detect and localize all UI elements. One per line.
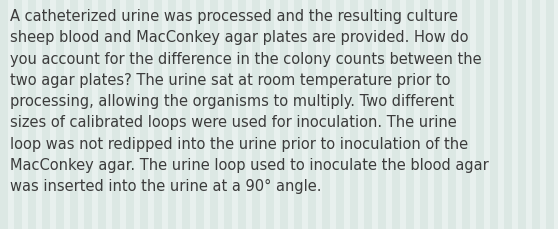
Bar <box>322 0 330 229</box>
Bar <box>238 0 246 229</box>
Bar <box>140 0 148 229</box>
Bar <box>504 0 512 229</box>
Bar <box>266 0 274 229</box>
Bar <box>392 0 400 229</box>
Bar <box>98 0 106 229</box>
Bar <box>546 0 554 229</box>
Bar <box>462 0 470 229</box>
Bar <box>476 0 484 229</box>
Bar <box>196 0 204 229</box>
Bar <box>14 0 22 229</box>
Bar <box>84 0 92 229</box>
Bar <box>336 0 344 229</box>
Bar <box>434 0 442 229</box>
Bar <box>252 0 260 229</box>
Bar <box>126 0 134 229</box>
Bar <box>210 0 218 229</box>
Bar <box>294 0 302 229</box>
Bar <box>518 0 526 229</box>
Text: A catheterized urine was processed and the resulting culture
sheep blood and Mac: A catheterized urine was processed and t… <box>10 9 489 193</box>
Bar <box>364 0 372 229</box>
Bar <box>406 0 414 229</box>
Bar <box>490 0 498 229</box>
Bar <box>308 0 316 229</box>
Bar <box>154 0 162 229</box>
Bar <box>70 0 78 229</box>
Bar <box>280 0 288 229</box>
Bar <box>168 0 176 229</box>
Bar <box>420 0 428 229</box>
Bar <box>224 0 232 229</box>
Bar <box>112 0 120 229</box>
Bar <box>0 0 8 229</box>
Bar <box>56 0 64 229</box>
Bar <box>350 0 358 229</box>
Bar <box>378 0 386 229</box>
Bar <box>28 0 36 229</box>
Bar <box>448 0 456 229</box>
Bar <box>42 0 50 229</box>
Bar <box>532 0 540 229</box>
Bar <box>182 0 190 229</box>
